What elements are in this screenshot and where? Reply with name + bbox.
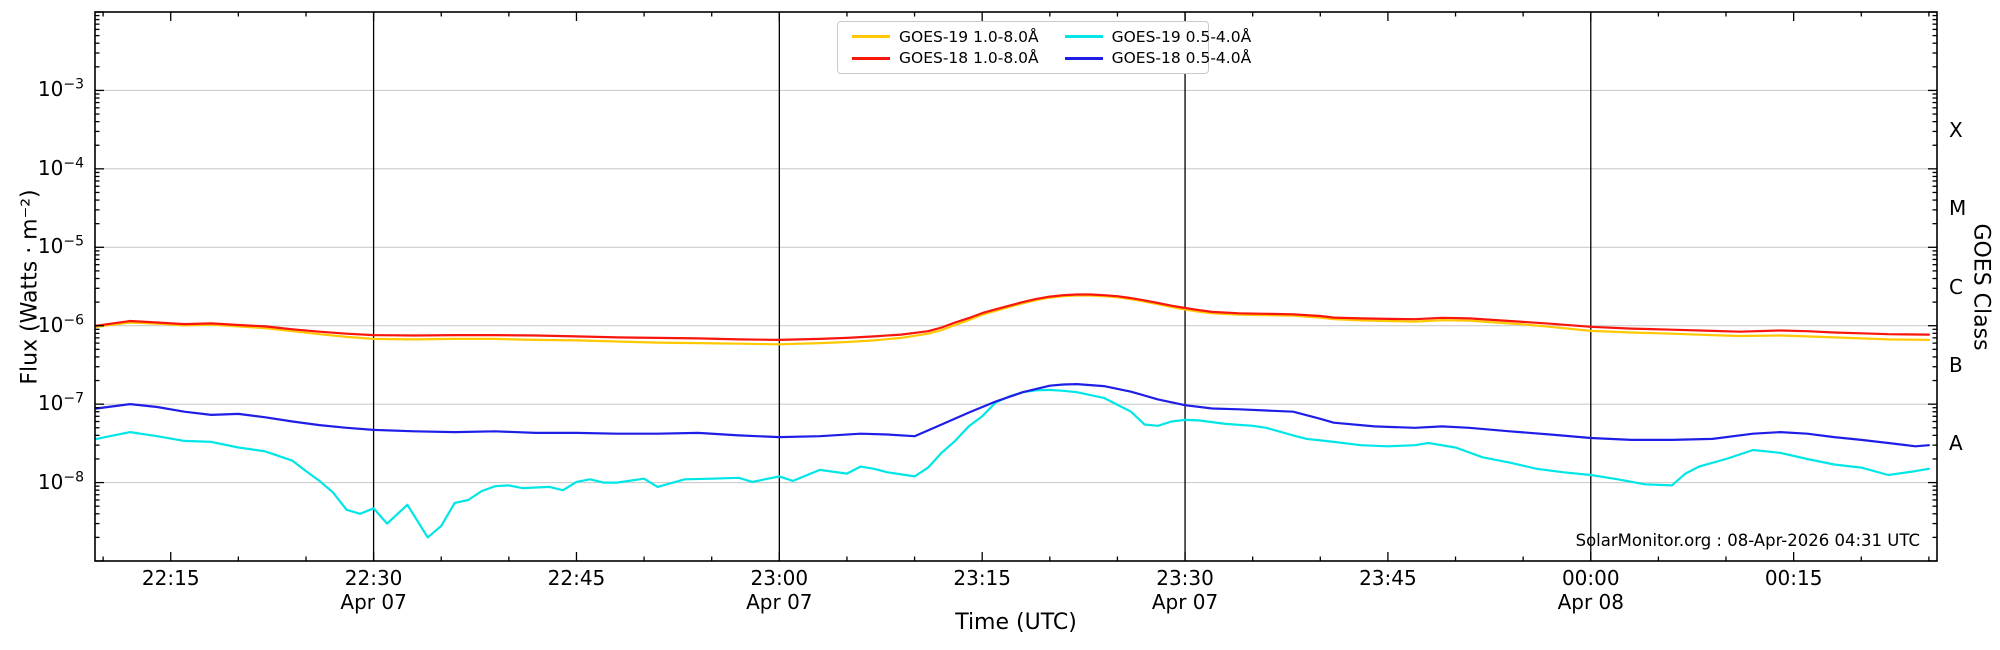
goes-class-label-c: C [1949,274,1963,299]
legend-item: GOES-18 0.5-4.0Å [1064,49,1252,68]
legend-swatch [1064,35,1103,39]
y-tick-label: 10−7 [37,390,84,416]
solarmonitor-annotation: SolarMonitor.org : 08-Apr-2026 04:31 UTC [1575,531,1920,550]
goes-class-label-m: M [1949,196,1967,221]
y-tick-label: 10−5 [37,233,84,259]
legend-label: GOES-18 0.5-4.0Å [1111,49,1252,68]
legend-item: GOES-18 1.0-8.0Å [852,49,1039,67]
goes-class-label-x: X [1949,117,1963,142]
y-tick-label: 10−3 [37,76,84,102]
y-tick-label: 10−8 [37,469,84,494]
x-tick-label: 00:15 [1764,566,1823,590]
x-tick-label: 22:30 [344,566,403,590]
x-date-label: Apr 08 [1557,590,1624,614]
series-goes18-long [95,293,1930,341]
plot-border [94,11,1938,562]
x-tick-label: 22:45 [547,566,606,590]
x-tick-label: 23:15 [953,566,1012,590]
x-tick-label: 23:00 [750,566,809,590]
series-goes18-short [95,383,1930,448]
x-tick-label: 22:15 [141,566,200,590]
legend-swatch [852,56,890,60]
y-tick-label: 10−6 [37,312,84,337]
x-tick-label: 00:00 [1561,566,1620,590]
x-tick-label: 23:45 [1359,566,1417,590]
time-axis-label: Time (UTC) [955,610,1077,635]
legend-label: GOES-18 1.0-8.0Å [899,49,1039,68]
date-boundary-lines [372,12,1592,561]
gridlines [95,11,1937,562]
flux-axis-label: Flux (Watts · m⁻²) [17,189,43,385]
x-date-label: Apr 07 [340,590,407,614]
legend-label: GOES-19 0.5-4.0Å [1111,27,1252,46]
x-date-label: Apr 07 [746,590,813,614]
legend-label: GOES-19 1.0-8.0Å [899,27,1039,46]
series-goes19-long [95,294,1930,346]
goes-class-label-b: B [1949,352,1963,377]
y-tick-label: 10−4 [37,155,84,180]
axis-ticks [95,11,1937,562]
legend-swatch [852,35,890,39]
series-goes19-short [95,388,1930,539]
legend-item: GOES-19 0.5-4.0Å [1064,27,1252,46]
goes-class-axis-label: GOES Class [1968,223,1994,351]
x-date-label: Apr 07 [1151,590,1219,614]
x-tick-label: 23:30 [1156,566,1214,590]
goes-class-label-a: A [1949,431,1963,456]
legend-swatch [1064,56,1103,60]
legend-item: GOES-19 1.0-8.0Å [852,28,1039,46]
legend: GOES-19 1.0-8.0Å GOES-18 1.0-8.0Å GOES-19 … [837,21,1251,74]
